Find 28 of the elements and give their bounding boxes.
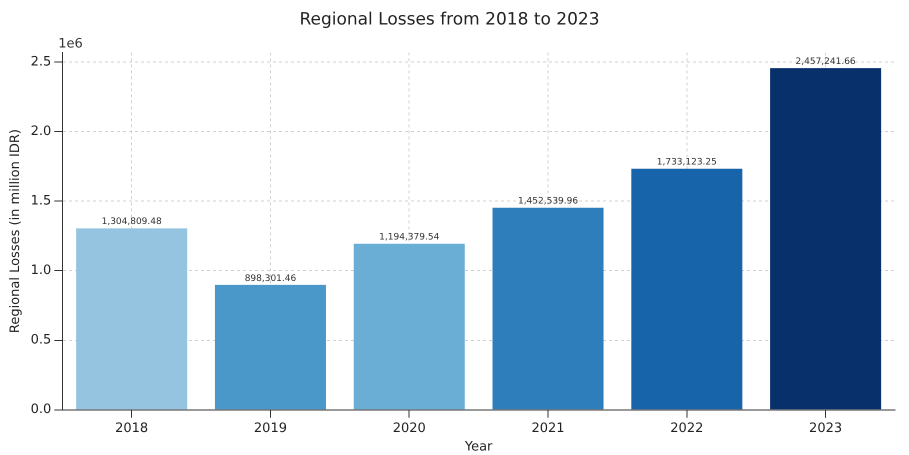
bar: [214, 284, 326, 410]
bar: [631, 168, 742, 410]
annotation: 2,457,241.66: [796, 56, 856, 67]
text: 1e6: [58, 36, 83, 52]
y-tick-label: 2.5: [30, 54, 52, 70]
bar: [354, 244, 465, 410]
x-tick-label: 2019: [254, 420, 288, 436]
annotation: 1,304,809.48: [102, 217, 162, 228]
x-axis-title: Year: [464, 440, 494, 455]
y-tick-label: 0.0: [30, 402, 52, 418]
x-tick-label: 2021: [531, 420, 565, 436]
y-tick-label: 2.0: [30, 124, 52, 140]
annotation: 898,301.46: [244, 274, 296, 284]
y-tick-label: 0.5: [30, 332, 52, 348]
chart-title: Regional Losses from 2018 to 2023: [299, 10, 600, 30]
bar: [492, 208, 604, 410]
annotation: 1,452,539.96: [518, 196, 578, 207]
y-axis-title: Regional Losses (in million IDR): [8, 129, 24, 334]
x-tick-label: 2022: [670, 420, 704, 436]
bar: [770, 68, 882, 410]
y-tick-label: 1.0: [30, 263, 52, 278]
y-tick-label: 1.5: [30, 194, 52, 209]
x-tick-label: 2020: [392, 420, 426, 436]
bar: [76, 228, 188, 410]
x-tick-label: 2018: [115, 420, 148, 436]
annotation: 1,733,123.25: [656, 158, 717, 168]
annotation: 1,194,379.54: [379, 232, 440, 243]
x-tick-label: 2023: [809, 420, 842, 436]
